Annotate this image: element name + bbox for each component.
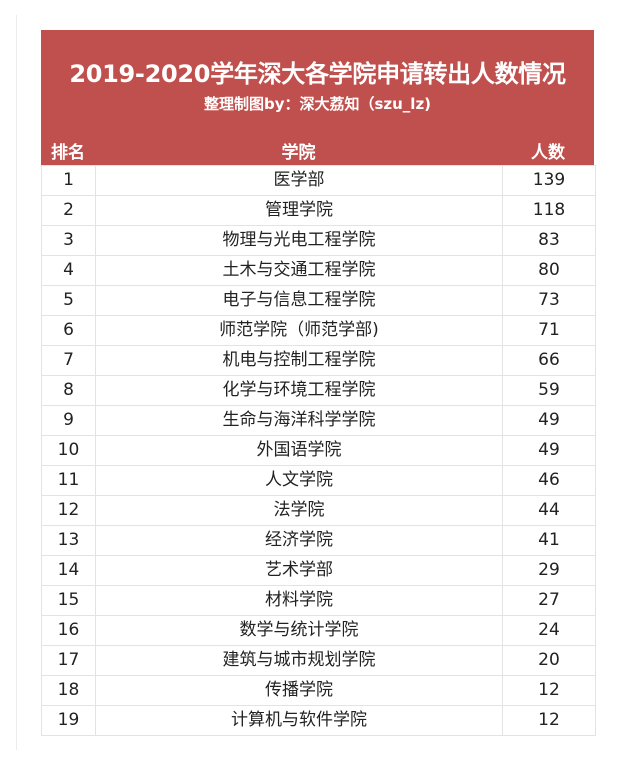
count-cell: 41	[502, 525, 596, 556]
college-cell: 机电与控制工程学院	[95, 345, 503, 376]
table-row: 5 电子与信息工程学院 73	[41, 285, 596, 316]
count-cell: 80	[502, 255, 596, 286]
rank-cell: 2	[41, 195, 96, 226]
table-row: 19 计算机与软件学院 12	[41, 705, 596, 736]
count-cell: 46	[502, 465, 596, 496]
table-row: 9 生命与海洋科学学院 49	[41, 405, 596, 436]
table-row: 16 数学与统计学院 24	[41, 615, 596, 646]
count-cell: 27	[502, 585, 596, 616]
college-cell: 材料学院	[95, 585, 503, 616]
college-cell: 计算机与软件学院	[95, 705, 503, 736]
count-cell: 20	[502, 645, 596, 676]
college-cell: 人文学院	[95, 465, 503, 496]
count-cell: 59	[502, 375, 596, 406]
column-header-college: 学院	[281, 143, 316, 163]
count-cell: 139	[502, 165, 596, 196]
table-row: 10 外国语学院 49	[41, 435, 596, 466]
rank-cell: 17	[41, 645, 96, 676]
table-row: 18 传播学院 12	[41, 675, 596, 706]
college-cell: 物理与光电工程学院	[95, 225, 503, 256]
table-row: 14 艺术学部 29	[41, 555, 596, 586]
rank-cell: 7	[41, 345, 96, 376]
rank-cell: 11	[41, 465, 96, 496]
rank-cell: 16	[41, 615, 96, 646]
college-cell: 法学院	[95, 495, 503, 526]
college-cell: 传播学院	[95, 675, 503, 706]
rank-cell: 5	[41, 285, 96, 316]
count-cell: 49	[502, 435, 596, 466]
rank-cell: 10	[41, 435, 96, 466]
rank-cell: 14	[41, 555, 96, 586]
count-cell: 12	[502, 705, 596, 736]
rank-cell: 1	[41, 165, 96, 196]
column-header-count: 人数	[531, 143, 565, 163]
count-cell: 118	[502, 195, 596, 226]
rank-cell: 13	[41, 525, 96, 556]
rank-cell: 19	[41, 705, 96, 736]
table-row: 7 机电与控制工程学院 66	[41, 345, 596, 376]
college-cell: 电子与信息工程学院	[95, 285, 503, 316]
college-cell: 师范学院（师范学部)	[95, 315, 503, 346]
table-row: 15 材料学院 27	[41, 585, 596, 616]
table-row: 1 医学部 139	[41, 165, 596, 196]
count-cell: 44	[502, 495, 596, 526]
author-credit: 整理制图by：深大荔知（szu_lz)	[203, 95, 432, 113]
page-margin-rule	[16, 15, 17, 750]
college-cell: 生命与海洋科学学院	[95, 405, 503, 436]
count-cell: 71	[502, 315, 596, 346]
count-cell: 12	[502, 675, 596, 706]
table-row: 12 法学院 44	[41, 495, 596, 526]
college-cell: 化学与环境工程学院	[95, 375, 503, 406]
table-row: 13 经济学院 41	[41, 525, 596, 556]
column-headers: 排名 学院 人数	[41, 135, 594, 163]
table-row: 2 管理学院 118	[41, 195, 596, 226]
page-title: 2019-2020学年深大各学院申请转出人数情况	[69, 60, 566, 88]
rank-cell: 4	[41, 255, 96, 286]
college-cell: 土木与交通工程学院	[95, 255, 503, 286]
count-cell: 83	[502, 225, 596, 256]
count-cell: 29	[502, 555, 596, 586]
rank-cell: 9	[41, 405, 96, 436]
transfer-table-sheet: 2019-2020学年深大各学院申请转出人数情况 整理制图by：深大荔知（szu…	[41, 30, 596, 736]
rank-cell: 18	[41, 675, 96, 706]
count-cell: 24	[502, 615, 596, 646]
table-row: 3 物理与光电工程学院 83	[41, 225, 596, 256]
count-cell: 66	[502, 345, 596, 376]
rank-cell: 6	[41, 315, 96, 346]
ranking-table: 1 医学部 139 2 管理学院 118 3 物理与光电工程学院 83 4 土木与交通工程学院 80 5…	[41, 165, 596, 736]
rank-cell: 3	[41, 225, 96, 256]
table-row: 8 化学与环境工程学院 59	[41, 375, 596, 406]
college-cell: 数学与统计学院	[95, 615, 503, 646]
table-row: 6 师范学院（师范学部) 71	[41, 315, 596, 346]
table-row: 11 人文学院 46	[41, 465, 596, 496]
table-header-band: 2019-2020学年深大各学院申请转出人数情况 整理制图by：深大荔知（szu…	[41, 30, 594, 165]
count-cell: 73	[502, 285, 596, 316]
table-row: 4 土木与交通工程学院 80	[41, 255, 596, 286]
college-cell: 管理学院	[95, 195, 503, 226]
count-cell: 49	[502, 405, 596, 436]
college-cell: 经济学院	[95, 525, 503, 556]
college-cell: 医学部	[95, 165, 503, 196]
rank-cell: 15	[41, 585, 96, 616]
college-cell: 外国语学院	[95, 435, 503, 466]
college-cell: 艺术学部	[95, 555, 503, 586]
table-row: 17 建筑与城市规划学院 20	[41, 645, 596, 676]
column-header-rank: 排名	[51, 143, 85, 163]
rank-cell: 12	[41, 495, 96, 526]
college-cell: 建筑与城市规划学院	[95, 645, 503, 676]
rank-cell: 8	[41, 375, 96, 406]
